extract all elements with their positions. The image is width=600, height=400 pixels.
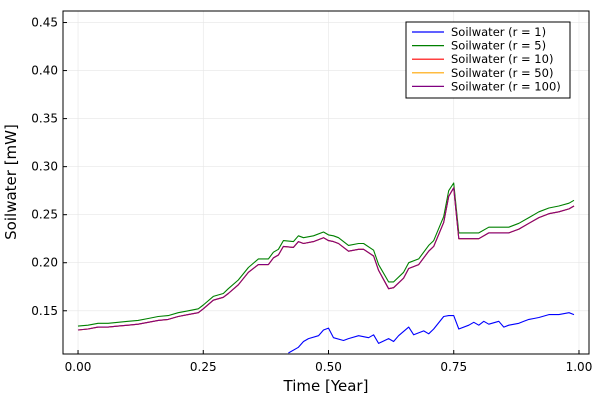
legend: Soilwater (r = 1)Soilwater (r = 5)Soilwa…: [405, 21, 571, 99]
y-tick-label: 0.40: [31, 64, 58, 78]
y-tick-label: 0.35: [31, 112, 58, 126]
series-line-5: [77, 187, 575, 331]
series-line-1: [288, 312, 575, 354]
y-tick-label: 0.25: [31, 208, 58, 222]
series-lines: [77, 182, 575, 354]
legend-label: Soilwater (r = 50): [451, 66, 553, 80]
plot-frame: [62, 10, 590, 355]
axis-ticks: 0.00 0.25 0.50 0.75 1.00 0.15 0.20 0.25 0.30 0.35…: [31, 16, 592, 374]
x-tick-label: 0.75: [440, 360, 467, 374]
series-line-2: [77, 182, 575, 327]
legend-label: Soilwater (r = 10): [451, 52, 553, 66]
legend-label: Soilwater (r = 100): [451, 79, 561, 93]
y-tick-label: 0.30: [31, 160, 58, 174]
y-tick-label: 0.15: [31, 304, 58, 318]
y-tick-label: 0.45: [31, 16, 58, 30]
x-tick-label: 0.50: [315, 360, 342, 374]
x-tick-label: 1.00: [566, 360, 593, 374]
legend-label: Soilwater (r = 5): [451, 39, 546, 53]
x-axis-label: Time [Year]: [283, 377, 369, 395]
y-tick-label: 0.20: [31, 256, 58, 270]
legend-box: [405, 21, 571, 99]
x-tick-label: 0.25: [190, 360, 217, 374]
x-tick-label: 0.00: [65, 360, 92, 374]
y-axis-label: Soilwater [mW]: [2, 124, 20, 240]
legend-label: Soilwater (r = 1): [451, 25, 546, 39]
